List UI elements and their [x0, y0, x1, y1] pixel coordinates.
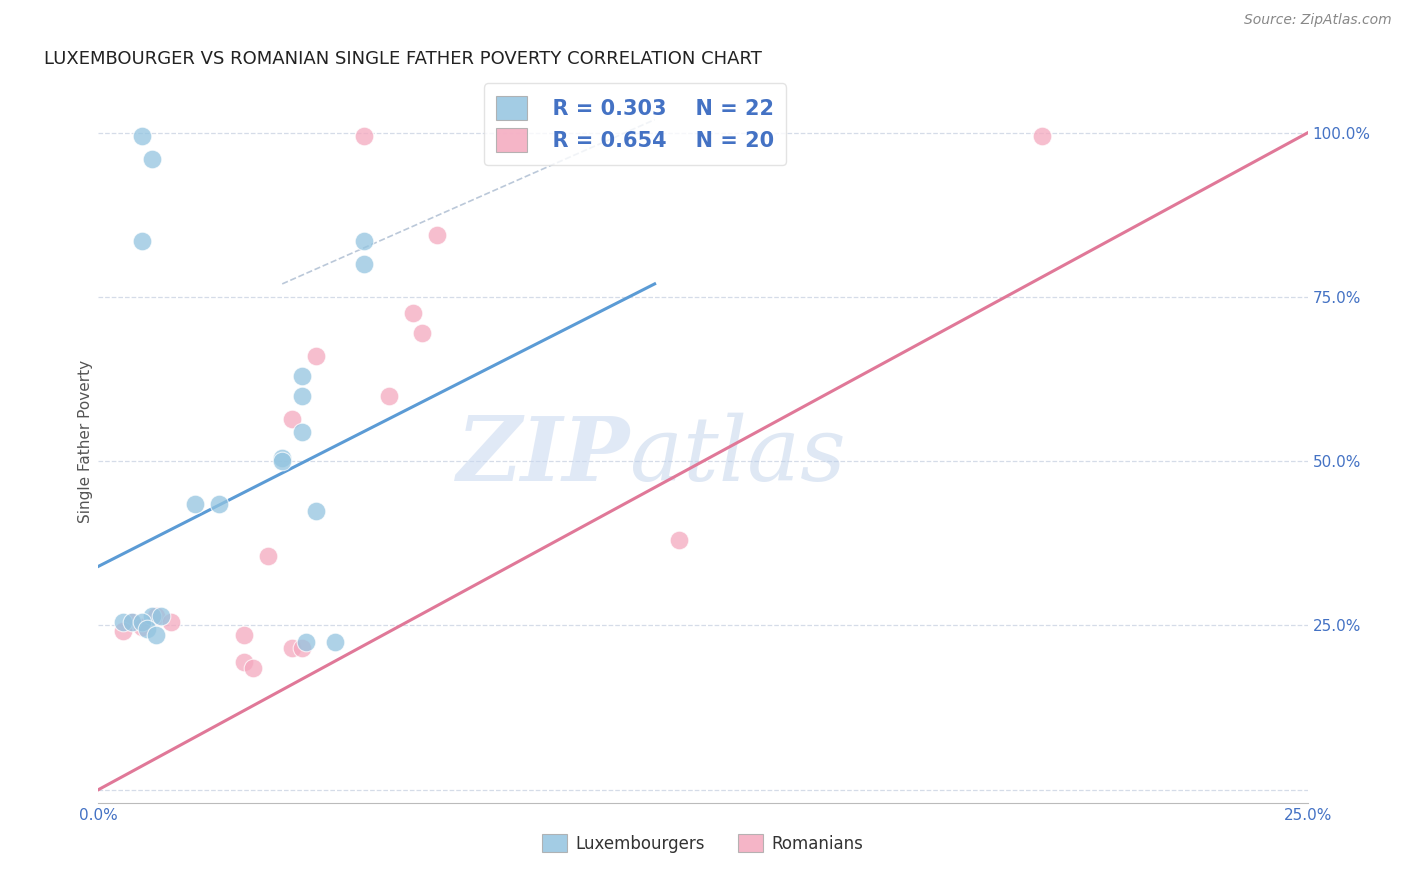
- Point: [160, 615, 183, 630]
- Point: [232, 655, 254, 669]
- Point: [411, 326, 433, 341]
- Y-axis label: Single Father Poverty: Single Father Poverty: [77, 360, 93, 523]
- Point: [305, 503, 328, 517]
- Text: Source: ZipAtlas.com: Source: ZipAtlas.com: [1244, 13, 1392, 28]
- Point: [131, 129, 153, 144]
- Point: [271, 450, 294, 465]
- Point: [242, 661, 264, 675]
- Point: [271, 454, 294, 468]
- Point: [281, 641, 304, 656]
- Point: [377, 388, 399, 402]
- Point: [325, 635, 347, 649]
- Text: atlas: atlas: [630, 413, 846, 500]
- Point: [121, 615, 143, 630]
- Point: [121, 615, 143, 630]
- Point: [131, 234, 153, 248]
- Point: [295, 635, 318, 649]
- Point: [111, 624, 134, 638]
- Point: [256, 549, 278, 564]
- Point: [281, 411, 304, 425]
- Point: [353, 257, 375, 271]
- Point: [305, 349, 328, 363]
- Point: [426, 227, 449, 242]
- Point: [208, 497, 231, 511]
- Point: [141, 152, 163, 166]
- Text: LUXEMBOURGER VS ROMANIAN SINGLE FATHER POVERTY CORRELATION CHART: LUXEMBOURGER VS ROMANIAN SINGLE FATHER P…: [44, 50, 762, 68]
- Point: [353, 234, 375, 248]
- Point: [402, 306, 425, 320]
- Point: [145, 628, 167, 642]
- Point: [290, 641, 312, 656]
- Point: [232, 628, 254, 642]
- Point: [290, 425, 312, 439]
- Point: [111, 615, 134, 630]
- Point: [290, 368, 312, 383]
- Point: [184, 497, 207, 511]
- Point: [145, 608, 167, 623]
- Legend: Luxembourgers, Romanians: Luxembourgers, Romanians: [536, 828, 870, 860]
- Point: [668, 533, 690, 547]
- Point: [290, 388, 312, 402]
- Point: [150, 608, 173, 623]
- Point: [1031, 129, 1053, 144]
- Point: [131, 620, 153, 634]
- Point: [141, 608, 163, 623]
- Point: [353, 129, 375, 144]
- Point: [135, 622, 157, 636]
- Text: ZIP: ZIP: [457, 413, 630, 500]
- Point: [131, 615, 153, 630]
